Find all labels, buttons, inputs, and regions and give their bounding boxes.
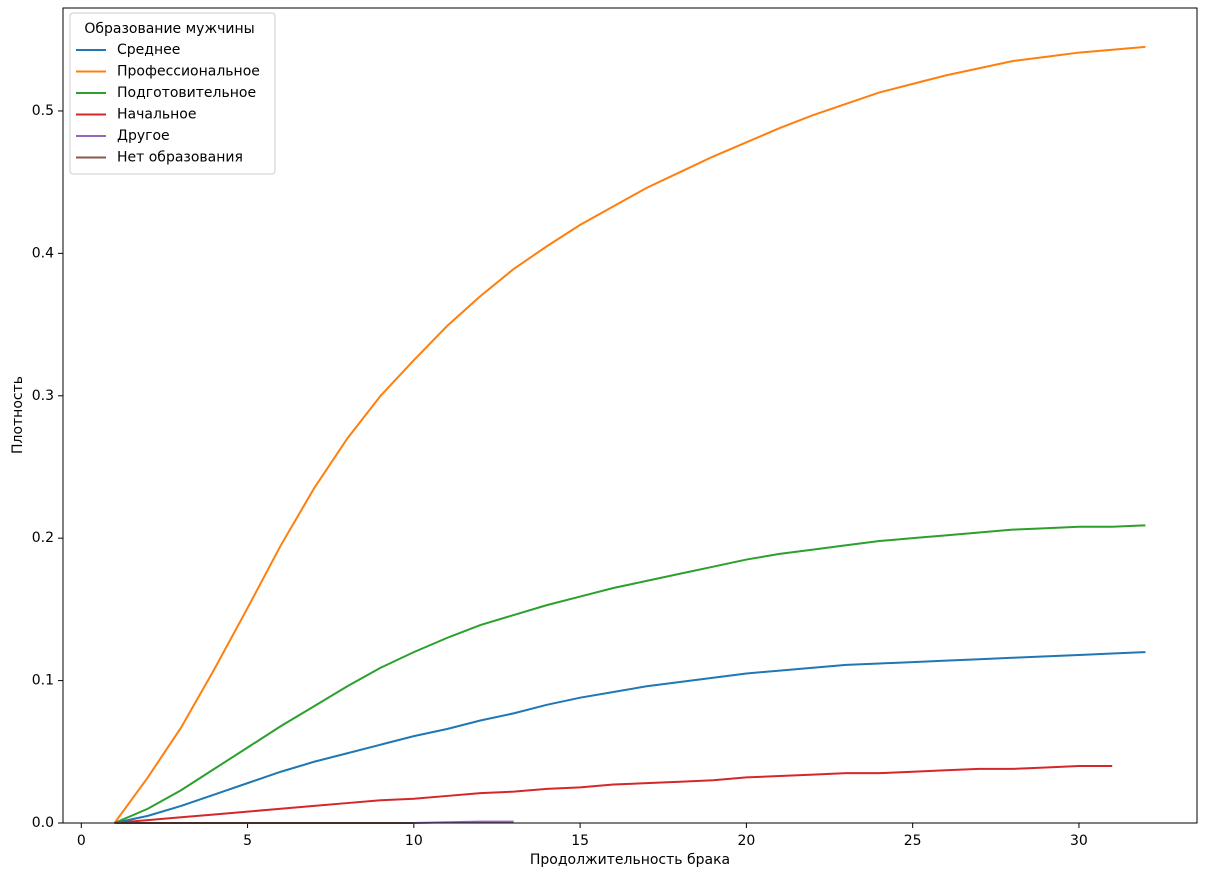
y-tick-label: 0.4 [32, 245, 54, 261]
x-tick-label: 5 [243, 833, 252, 849]
x-tick-label: 20 [737, 833, 755, 849]
y-tick-label: 0.1 [32, 673, 54, 689]
y-tick-label: 0.5 [32, 103, 54, 119]
series-line [114, 524, 1146, 824]
series-line [114, 765, 1113, 824]
x-tick-label: 10 [405, 833, 423, 849]
legend-box [69, 12, 276, 175]
legend-label: Подготовительное [117, 85, 256, 101]
y-tick-label: 0.3 [32, 388, 54, 404]
legend-label: Среднее [117, 42, 180, 58]
legend-label: Нет образования [117, 150, 243, 166]
legend-title: Образование мужчины [84, 21, 254, 37]
legend-label: Другое [117, 128, 170, 144]
legend: Образование мужчины Среднее Профессиональн… [69, 12, 276, 175]
x-tick-label: 30 [1070, 833, 1088, 849]
y-tick-label: 0.0 [32, 815, 54, 831]
y-tick-label: 0.2 [32, 530, 54, 546]
legend-label: Профессиональное [117, 64, 260, 80]
x-tick-label: 0 [77, 833, 86, 849]
x-axis-label: Продолжительность брака [530, 852, 730, 868]
y-axis-label: Плотность [10, 376, 26, 454]
legend-label: Начальное [117, 107, 197, 123]
series-line [114, 651, 1146, 824]
x-tick-label: 15 [571, 833, 589, 849]
series-line [113, 45, 1146, 824]
x-tick-label: 25 [904, 833, 922, 849]
plot-frame [62, 7, 1198, 824]
